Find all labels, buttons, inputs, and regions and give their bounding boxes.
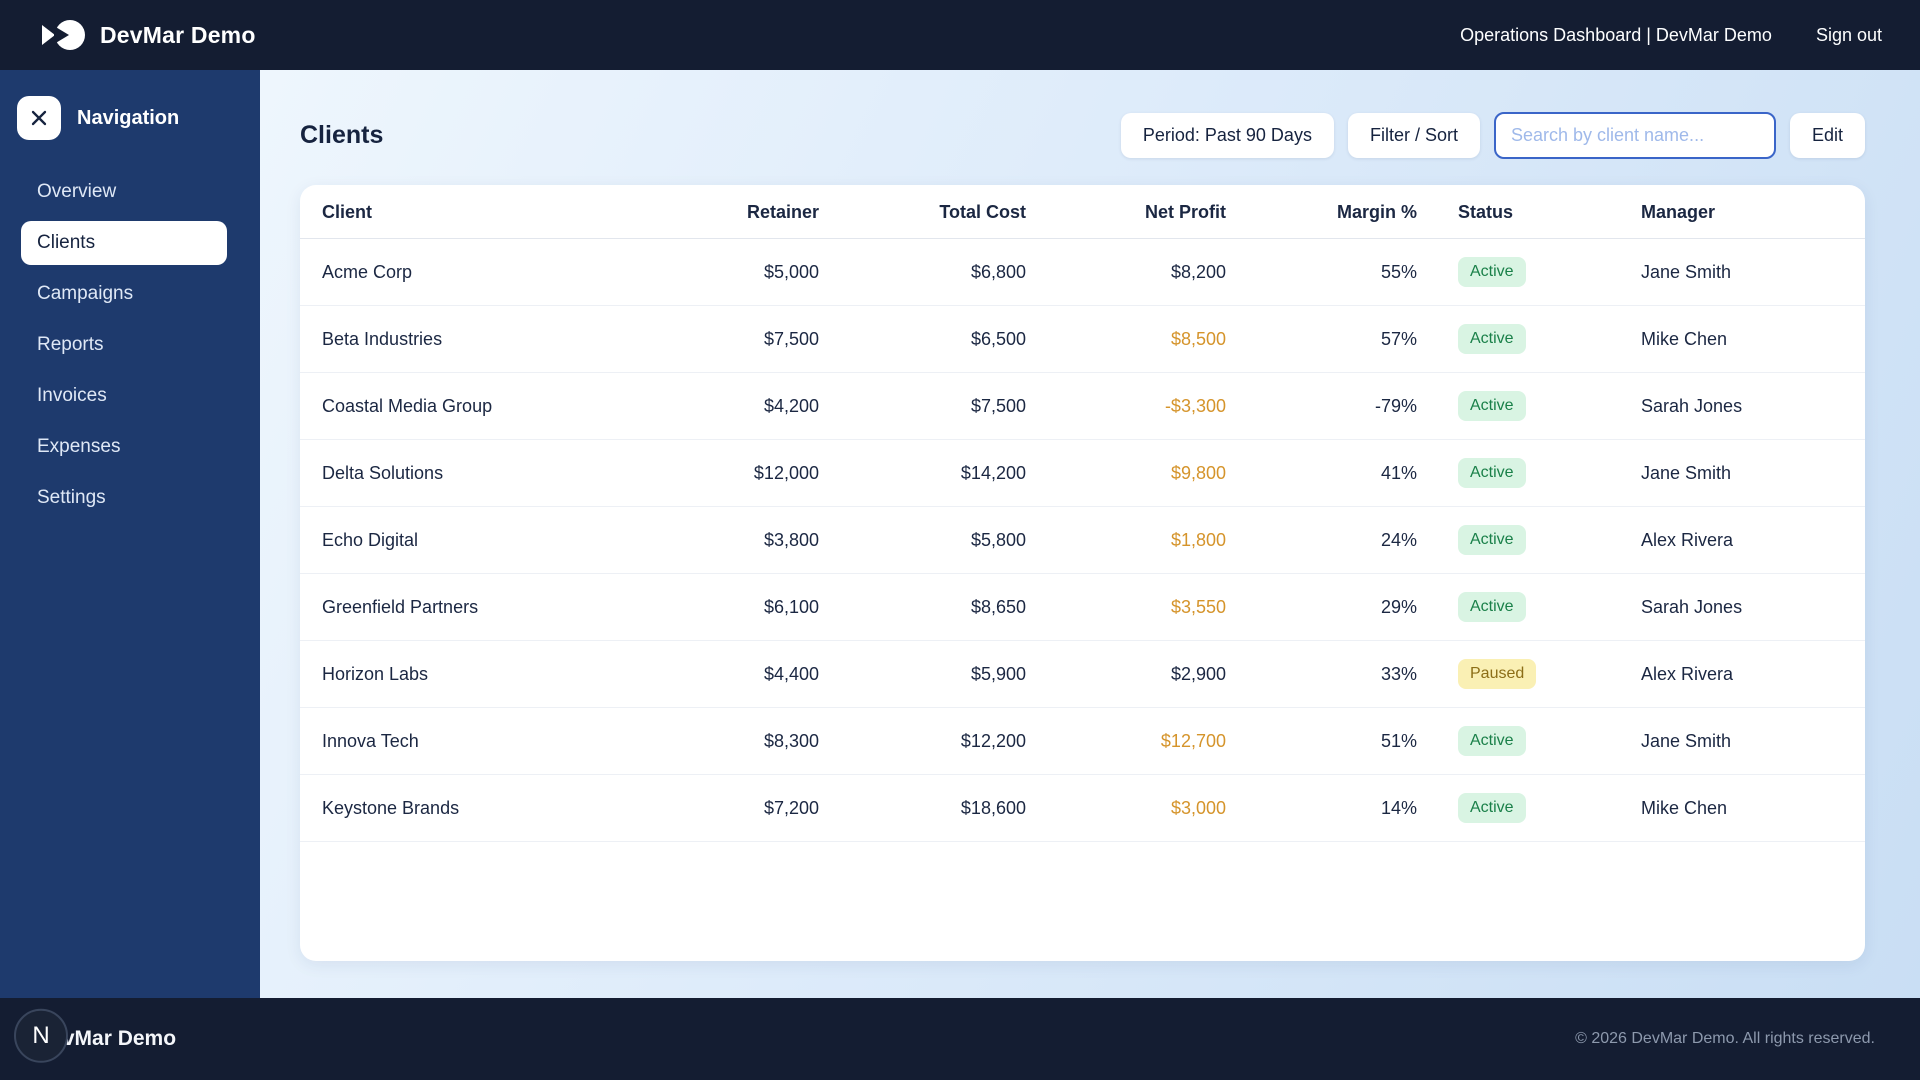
table-row: Delta Solutions $12,000 $14,200 $9,800 41% Ac… [300, 439, 1865, 507]
table-body: Acme Corp $5,000 $6,800 $8,200 55% Active Jane… [300, 238, 1865, 842]
sidebar-item-expenses[interactable]: Expenses [37, 436, 121, 457]
brand: DevMar Demo [40, 17, 256, 53]
table-row: Echo Digital $3,800 $5,800 $1,800 24% Active A… [300, 506, 1865, 574]
main-content: Clients Period: Past 90 Days Filter / So… [260, 70, 1920, 998]
footer: DevMar Demo N © 2026 DevMar Demo. All ri… [0, 998, 1920, 1080]
column-header: Manager [1600, 185, 1865, 239]
brand-name: DevMar Demo [100, 21, 256, 48]
sidebar-item-clients[interactable]: Clients [21, 221, 227, 265]
client-search-input[interactable] [1493, 112, 1776, 159]
copyright-text: © 2026 DevMar Demo. All rights reserved. [1575, 1030, 1875, 1047]
navbar-context-title: Operations Dashboard | DevMar Demo [1460, 24, 1772, 45]
column-header: Retainer [622, 185, 819, 239]
sidebar-item-reports[interactable]: Reports [37, 334, 104, 355]
status-badge: Active [1458, 458, 1526, 488]
sidebar-item-settings[interactable]: Settings [37, 487, 106, 508]
status-badge: Active [1458, 525, 1526, 555]
top-navbar: DevMar Demo Operations Dashboard | DevMa… [0, 0, 1920, 70]
filter-sort-button[interactable]: Filter / Sort [1347, 113, 1480, 158]
footer-brand-text: DevMar Demo [36, 1027, 177, 1050]
column-header: Margin % [1226, 185, 1417, 239]
sidebar-title: Navigation [77, 106, 180, 129]
column-header: Client [300, 185, 622, 239]
table-row: Innova Tech $8,300 $12,200 $12,700 51% Active… [300, 707, 1865, 775]
table-row: Acme Corp $5,000 $6,800 $8,200 55% Active Jane… [300, 238, 1865, 306]
table-row: Horizon Labs $4,400 $5,900 $2,900 33% Paused A… [300, 640, 1865, 708]
brand-logo-icon [40, 17, 86, 53]
status-badge: Active [1458, 391, 1526, 421]
sidebar-item-campaigns[interactable]: Campaigns [37, 283, 134, 304]
column-header: Total Cost [819, 185, 1026, 239]
sidebar-close-button[interactable] [17, 96, 61, 140]
clients-table-card: Client Retainer Total Cost Net Profit Margin… [300, 185, 1865, 961]
status-badge: Active [1458, 726, 1526, 756]
table-row: Greenfield Partners $6,100 $8,650 $3,550 29%… [300, 573, 1865, 641]
table-row: Beta Industries $7,500 $6,500 $8,500 57% Acti… [300, 305, 1865, 373]
sign-out-link[interactable]: Sign out [1815, 24, 1882, 45]
footer-avatar-letter: N [32, 1021, 50, 1049]
status-badge: Paused [1458, 659, 1537, 689]
status-badge: Active [1458, 592, 1526, 622]
period-button[interactable]: Period: Past 90 Days [1120, 113, 1334, 158]
status-badge: Active [1458, 257, 1526, 287]
table-row: Keystone Brands $7,200 $18,600 $3,000 14% Act… [300, 774, 1865, 842]
page-title: Clients [300, 121, 384, 149]
status-badge: Active [1458, 793, 1526, 823]
sidebar-item-invoices[interactable]: Invoices [37, 385, 107, 406]
table-header-row: Client Retainer Total Cost Net Profit Margin… [300, 185, 1865, 239]
edit-button[interactable]: Edit [1789, 113, 1865, 158]
sidebar-nav: Overview Clients Campaigns Reports Invoices E… [21, 170, 227, 520]
column-header: Net Profit [1026, 185, 1226, 239]
table-row: Coastal Media Group $4,200 $7,500 -$3,300 -7… [300, 372, 1865, 440]
column-header: Status [1417, 185, 1600, 239]
status-badge: Active [1458, 324, 1526, 354]
clients-table: Client Retainer Total Cost Net Profit Margin… [300, 185, 1865, 842]
toolbar: Period: Past 90 Days Filter / Sort Edit [1120, 112, 1865, 159]
sidebar-item-overview[interactable]: Overview [37, 181, 117, 202]
footer-brand: DevMar Demo N [14, 998, 177, 1080]
sidebar: Navigation Overview Clients Campaigns Repor… [0, 70, 260, 998]
footer-avatar-button[interactable]: N [14, 1008, 68, 1063]
close-icon [29, 108, 49, 128]
